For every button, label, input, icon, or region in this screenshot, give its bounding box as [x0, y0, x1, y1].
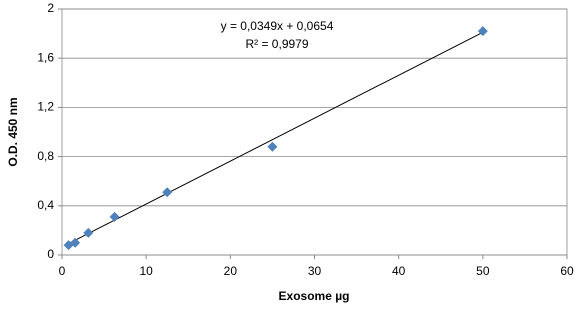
x-tick-label: 40: [392, 264, 406, 278]
y-tick-label: 0,4: [37, 198, 54, 212]
x-tick-label: 60: [560, 264, 574, 278]
x-tick-label: 10: [139, 264, 153, 278]
x-tick-label: 20: [224, 264, 238, 278]
x-tick-label: 30: [308, 264, 322, 278]
y-tick-label: 0,8: [37, 149, 54, 163]
y-tick-label: 1,2: [37, 100, 54, 114]
data-point: [70, 237, 81, 248]
y-tick-label: 2: [47, 1, 54, 15]
x-tick-label: 0: [59, 264, 66, 278]
data-point: [83, 227, 94, 238]
y-tick-label: 0: [47, 247, 54, 261]
x-tick-label: 50: [476, 264, 490, 278]
trendline: [68, 31, 484, 245]
data-point: [267, 141, 278, 152]
trendline-equation: y = 0,0349x + 0,0654: [221, 19, 334, 33]
data-point: [162, 187, 173, 198]
y-axis-label: O.D. 450 nm: [6, 97, 20, 166]
y-tick-label: 1,6: [37, 50, 54, 64]
x-axis-label: Exosome µg: [279, 289, 350, 303]
plot-area: [61, 8, 568, 256]
data-point: [477, 26, 488, 37]
r-squared: R² = 0,9979: [245, 37, 308, 51]
data-point: [109, 211, 120, 222]
